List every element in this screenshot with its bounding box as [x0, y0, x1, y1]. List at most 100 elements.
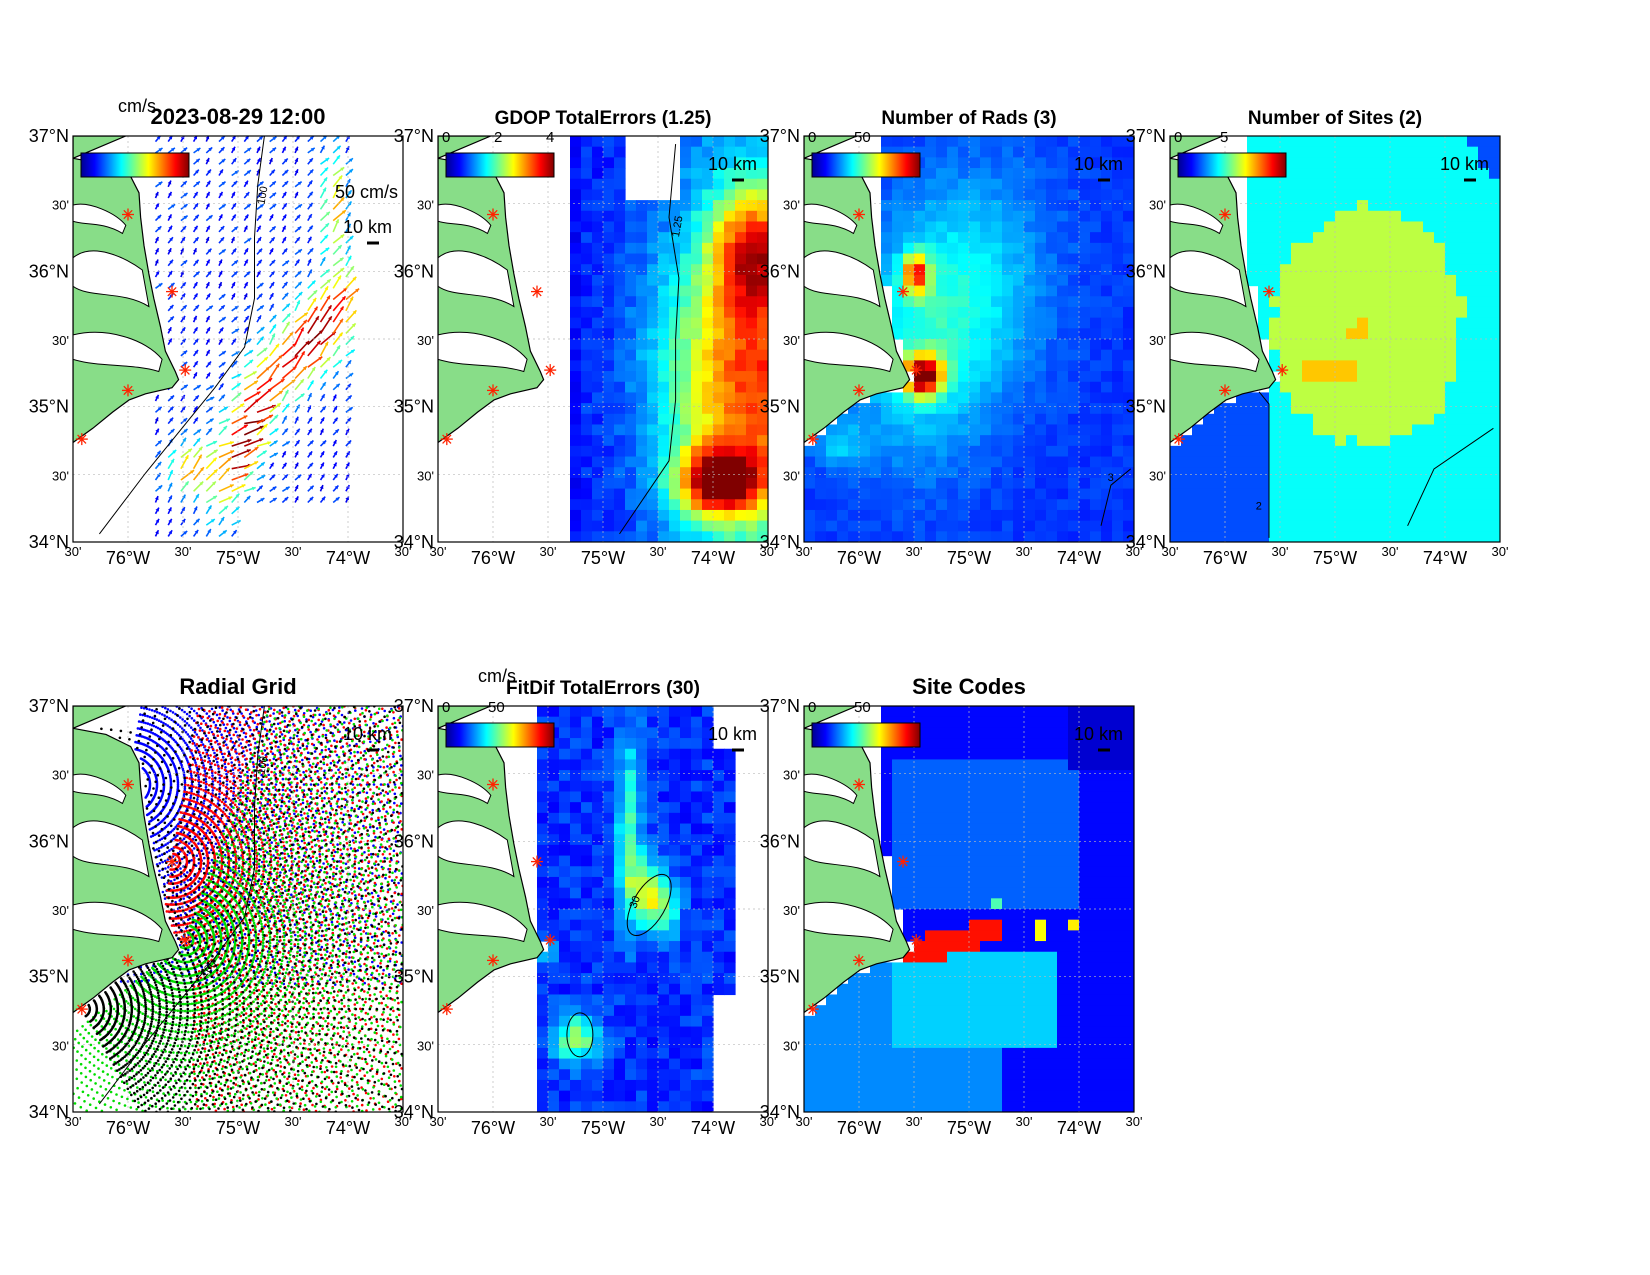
- sound-water: [438, 250, 515, 308]
- panel-title: Radial Grid: [179, 674, 296, 699]
- lon-tick-label: 30': [650, 544, 667, 559]
- site-star-icon: [487, 954, 499, 967]
- data-field-rads: [804, 136, 1134, 542]
- panel-title: FitDif TotalErrors (30): [506, 678, 700, 699]
- lon-tick-label: 30': [760, 1114, 777, 1129]
- error-contour: [566, 1012, 594, 1058]
- lon-tick-label: 30': [430, 544, 447, 559]
- lat-tick-label: 30': [417, 903, 434, 918]
- lat-tick-label: 36°N: [1126, 261, 1166, 281]
- site-star-icon: [531, 855, 543, 868]
- site-star-icon: [853, 384, 865, 397]
- lat-tick-label: 30': [417, 768, 434, 783]
- lat-tick-label: 37°N: [29, 126, 69, 146]
- site-star-icon: [122, 384, 134, 397]
- units-label: cm/s: [478, 666, 516, 686]
- lat-tick-label: 37°N: [394, 696, 434, 716]
- site-star-icon: [853, 954, 865, 967]
- sound-water: [438, 203, 492, 235]
- lat-tick-label: 37°N: [1126, 126, 1166, 146]
- map-body: [804, 706, 1134, 1112]
- map-body: 30: [438, 706, 768, 1112]
- distance-scale-label: 10 km: [1440, 154, 1489, 174]
- site-star-icon: [531, 285, 543, 298]
- lon-tick-label: 74°W: [326, 1118, 370, 1138]
- lat-tick-label: 30': [1149, 198, 1166, 213]
- contour-label: 2: [1256, 501, 1262, 513]
- lat-tick-label: 30': [783, 468, 800, 483]
- site-star-icon: [166, 855, 178, 868]
- contour-label: 1.25: [670, 215, 686, 238]
- data-field-codes: [804, 706, 1134, 1112]
- lat-tick-label: 34°N: [394, 532, 434, 552]
- map-body: 100: [73, 136, 403, 542]
- lat-tick-label: 36°N: [760, 261, 800, 281]
- site-star-icon: [1263, 285, 1275, 298]
- colorbar-tick-label: 50: [854, 699, 871, 716]
- lat-tick-label: 30': [52, 198, 69, 213]
- lon-tick-label: 30': [796, 544, 813, 559]
- site-star-icon: [1219, 208, 1231, 221]
- sound-water: [438, 773, 492, 805]
- map-frame: [72, 705, 404, 1113]
- lon-tick-label: 75°W: [1313, 548, 1357, 568]
- panel-title: 2023-08-29 12:00: [151, 104, 326, 129]
- map-panel-num-sites: 2 0 5 Number of Sites (2) 10 km 37°N 30' 36°N 30…: [1126, 108, 1509, 568]
- lon-tick-label: 30': [175, 1114, 192, 1129]
- site-star-icon: [853, 208, 865, 221]
- site-star-icon: [487, 384, 499, 397]
- isobath-contour: [99, 136, 265, 535]
- lon-tick-label: 30': [1126, 1114, 1143, 1129]
- colorbar: [811, 722, 921, 748]
- data-field-sites: [1170, 136, 1500, 542]
- lat-tick-label: 34°N: [29, 532, 69, 552]
- lat-tick-label: 35°N: [394, 967, 434, 987]
- isobath-contour: [99, 706, 265, 1105]
- distance-scale-label: 10 km: [343, 724, 392, 744]
- lat-tick-label: 34°N: [1126, 532, 1166, 552]
- lon-tick-label: 74°W: [326, 548, 370, 568]
- lat-tick-label: 37°N: [760, 126, 800, 146]
- map-frame: [72, 135, 404, 543]
- lat-tick-label: 35°N: [29, 397, 69, 417]
- lon-tick-label: 30': [650, 1114, 667, 1129]
- lon-tick-label: 30': [1382, 544, 1399, 559]
- lat-tick-label: 30': [52, 903, 69, 918]
- lon-tick-label: 30': [906, 544, 923, 559]
- sound-water: [73, 820, 150, 878]
- site-star-icon: [897, 285, 909, 298]
- lon-tick-label: 76°W: [471, 548, 515, 568]
- site-star-icon: [910, 934, 923, 947]
- lat-tick-label: 35°N: [29, 967, 69, 987]
- site-star-icon: [897, 855, 909, 868]
- radar-site-markers: [806, 208, 923, 446]
- radar-site-markers: [440, 208, 557, 446]
- lon-tick-label: 30': [1162, 544, 1179, 559]
- distance-scale-label: 10 km: [708, 154, 757, 174]
- lon-tick-label: 30': [285, 1114, 302, 1129]
- lat-tick-label: 30': [783, 333, 800, 348]
- lat-tick-label: 34°N: [29, 1102, 69, 1122]
- lat-tick-label: 34°N: [760, 1102, 800, 1122]
- lon-tick-label: 30': [760, 544, 777, 559]
- lon-tick-label: 76°W: [106, 548, 150, 568]
- radar-site-markers: [75, 778, 192, 1016]
- radial-site-grid: [84, 706, 403, 1112]
- radar-site-markers: [1172, 208, 1289, 446]
- lat-tick-label: 37°N: [760, 696, 800, 716]
- lat-tick-label: 30': [52, 1038, 69, 1053]
- lon-tick-label: 30': [65, 544, 82, 559]
- lon-tick-label: 30': [65, 1114, 82, 1129]
- lon-tick-label: 30': [1272, 544, 1289, 559]
- lat-tick-label: 30': [52, 333, 69, 348]
- lat-tick-label: 30': [52, 468, 69, 483]
- colorbar-tick-label: 0: [808, 129, 816, 146]
- lon-tick-label: 76°W: [837, 1118, 881, 1138]
- colorbar-tick-label: 2: [494, 129, 502, 146]
- site-star-icon: [1172, 433, 1185, 446]
- lat-tick-label: 36°N: [394, 831, 434, 851]
- site-star-icon: [440, 1003, 453, 1016]
- lon-tick-label: 30': [1016, 1114, 1033, 1129]
